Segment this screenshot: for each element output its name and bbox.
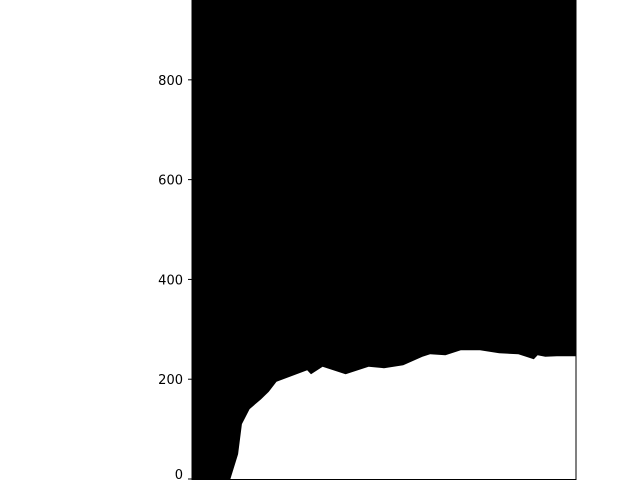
y-tick-label: 800 bbox=[158, 74, 183, 89]
y-tick-label: 400 bbox=[158, 273, 183, 288]
lower-white-region bbox=[192, 350, 576, 479]
y-tick-label: 200 bbox=[158, 373, 183, 388]
y-axis-ticks: 0 200 400 600 800 bbox=[158, 74, 192, 480]
y-tick-label: 0 bbox=[175, 468, 183, 480]
y-tick-label: 600 bbox=[158, 174, 183, 189]
